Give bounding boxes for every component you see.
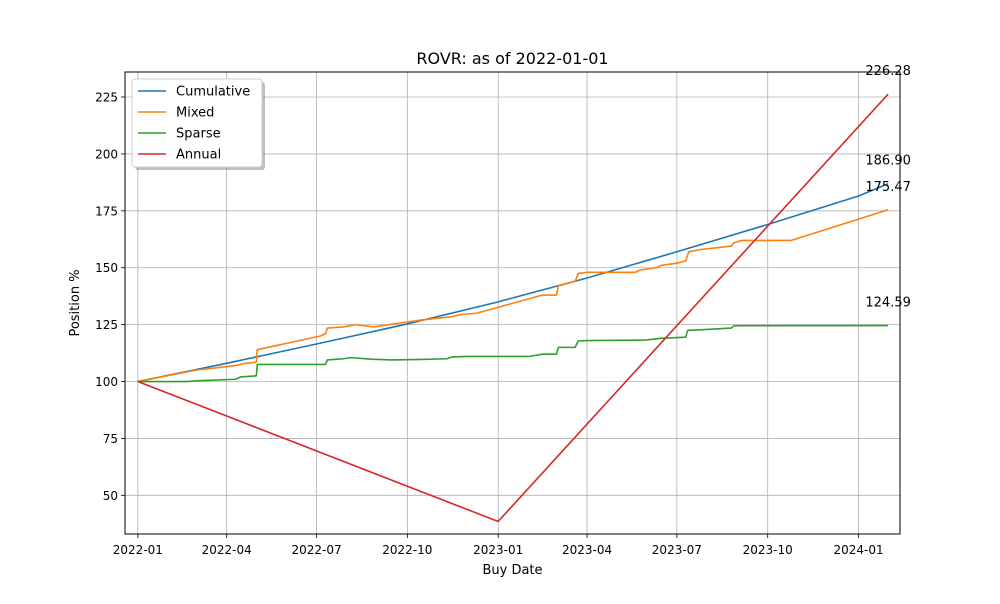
- x-tick-label: 2022-10: [382, 543, 432, 557]
- y-tick-label: 200: [95, 147, 118, 161]
- end-label-cumulative: 186.90: [865, 154, 911, 169]
- series-layer: [137, 93, 889, 523]
- axis-ticks: 2022-01 2022-04 2022-07 2022-10 2023-01 2023-…: [95, 91, 884, 557]
- end-label-mixed: 175.47: [865, 180, 911, 195]
- series-line-mixed: [137, 208, 889, 383]
- end-label-sparse: 124.59: [865, 296, 911, 311]
- series-line-sparse: [137, 324, 889, 383]
- grid: [125, 72, 900, 534]
- y-tick-label: 125: [95, 318, 118, 332]
- x-tick-label: 2024-01: [833, 543, 883, 557]
- plot-frame: [124, 71, 901, 535]
- legend-label-cumulative: Cumulative: [176, 85, 250, 100]
- series-line-annual: [137, 93, 889, 523]
- legend-box: [131, 78, 263, 168]
- legend: Cumulative Mixed Sparse Annual: [131, 78, 265, 170]
- x-tick-label: 2023-07: [652, 543, 702, 557]
- legend-label-sparse: Sparse: [176, 127, 221, 142]
- x-tick-label: 2022-04: [202, 543, 252, 557]
- end-label-annual: 226.28: [865, 64, 911, 79]
- y-tick-label: 225: [95, 91, 118, 105]
- end-labels: 186.90 175.47 124.59 226.28: [865, 64, 911, 310]
- x-tick-label: 2022-01: [113, 543, 163, 557]
- x-tick-label: 2023-10: [743, 543, 793, 557]
- y-tick-label: 100: [95, 375, 118, 389]
- y-tick-label: 175: [95, 204, 118, 218]
- x-tick-label: 2023-01: [473, 543, 523, 557]
- series-line-cumulative: [137, 183, 889, 383]
- y-axis-label: Position %: [68, 269, 83, 336]
- y-tick-label: 50: [103, 489, 118, 503]
- y-tick-label: 75: [103, 432, 118, 446]
- chart-title: ROVR: as of 2022-01-01: [416, 49, 608, 68]
- legend-label-mixed: Mixed: [176, 106, 214, 121]
- x-tick-label: 2023-04: [562, 543, 612, 557]
- legend-label-annual: Annual: [176, 148, 221, 163]
- x-axis-label: Buy Date: [482, 563, 542, 578]
- y-tick-label: 150: [95, 261, 118, 275]
- x-tick-label: 2022-07: [291, 543, 341, 557]
